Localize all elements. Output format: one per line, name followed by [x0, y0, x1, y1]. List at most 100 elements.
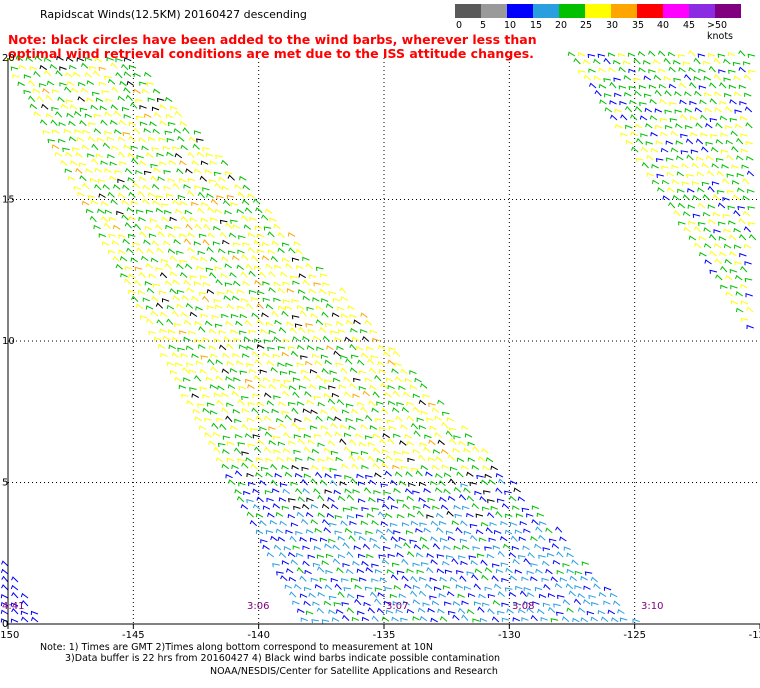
- wind-barb: [178, 384, 187, 390]
- wind-barb: [183, 279, 191, 286]
- wind-barb: [654, 89, 662, 97]
- wind-barb: [195, 306, 203, 311]
- wind-barb: [262, 242, 270, 247]
- wind-barb: [476, 474, 484, 480]
- wind-barb: [95, 97, 104, 102]
- wind-barb: [633, 77, 641, 83]
- wind-barb: [404, 583, 412, 589]
- wind-barb: [319, 326, 327, 333]
- wind-barb: [689, 116, 698, 121]
- wind-barb: [277, 536, 286, 542]
- wind-barb: [341, 409, 350, 414]
- wind-barb: [248, 481, 256, 487]
- wind-barb: [241, 423, 249, 431]
- wind-barb: [348, 425, 356, 430]
- wind-barb: [281, 505, 290, 510]
- wind-barb: [208, 345, 217, 351]
- wind-barb: [307, 554, 316, 559]
- wind-barb: [350, 327, 358, 333]
- wind-barb: [619, 100, 627, 106]
- wind-barb: [188, 136, 197, 143]
- wind-barb: [340, 296, 349, 302]
- wind-barb: [92, 70, 100, 77]
- wind-barb: [590, 616, 599, 622]
- lat-tick-label: 0: [2, 619, 8, 630]
- wind-barb: [334, 530, 342, 535]
- wind-barb: [105, 98, 113, 103]
- wind-barb: [222, 448, 230, 455]
- wind-barb: [82, 182, 90, 190]
- wind-barb: [71, 87, 79, 93]
- wind-barb: [384, 470, 392, 477]
- wind-barb: [523, 587, 531, 592]
- wind-barb: [197, 403, 205, 408]
- wind-barb: [481, 447, 489, 454]
- wind-barb: [212, 431, 221, 437]
- wind-barb: [189, 311, 198, 317]
- wind-barb: [261, 255, 270, 261]
- wind-barb: [207, 402, 215, 407]
- wind-barb: [59, 82, 67, 87]
- wind-barb: [398, 385, 406, 390]
- wind-barb: [288, 576, 297, 582]
- wind-barb: [393, 584, 402, 590]
- wind-barb: [709, 269, 718, 274]
- wind-barb: [29, 66, 38, 71]
- wind-barb: [511, 545, 520, 551]
- wind-barb: [174, 376, 182, 382]
- wind-barb: [120, 273, 128, 278]
- wind-barb: [733, 244, 742, 249]
- wind-barb: [420, 383, 428, 389]
- wind-barb: [733, 210, 741, 217]
- wind-barb: [241, 395, 249, 401]
- wind-barb: [252, 393, 260, 398]
- wind-barb: [171, 352, 179, 359]
- wind-barb: [453, 504, 461, 510]
- wind-barb: [707, 185, 715, 193]
- wind-barb: [361, 464, 369, 470]
- wind-barb: [404, 488, 413, 494]
- wind-barb: [477, 606, 485, 613]
- wind-barb: [348, 535, 356, 542]
- wind-barb: [369, 537, 377, 542]
- wind-barb: [583, 585, 591, 590]
- wind-barb: [519, 590, 527, 597]
- wind-barb: [334, 431, 343, 437]
- wind-barb: [181, 295, 190, 301]
- wind-barb: [124, 57, 132, 62]
- wind-barb: [657, 50, 666, 57]
- wind-barb: [256, 249, 265, 254]
- wind-barb: [615, 124, 623, 129]
- wind-barb: [340, 354, 348, 360]
- wind-barb: [180, 311, 189, 318]
- wind-barb: [204, 169, 213, 174]
- wind-barb: [679, 99, 687, 105]
- wind-barb: [268, 439, 276, 446]
- wind-barb: [119, 255, 128, 262]
- wind-barb: [467, 457, 476, 462]
- wind-barb: [747, 188, 755, 194]
- wind-barb: [603, 78, 611, 83]
- wind-barb: [418, 454, 426, 462]
- wind-barb: [519, 520, 528, 526]
- wind-barb: [234, 488, 242, 495]
- wind-barb: [458, 494, 467, 501]
- wind-barb: [324, 359, 332, 365]
- wind-barb: [479, 537, 487, 542]
- wind-barb: [264, 446, 272, 453]
- wind-barb: [702, 194, 710, 201]
- wind-barb: [466, 608, 475, 615]
- wind-barb: [297, 608, 305, 613]
- wind-barb: [146, 152, 154, 158]
- wind-barb: [376, 457, 384, 463]
- wind-barb: [360, 450, 369, 456]
- wind-barb: [159, 161, 167, 166]
- wind-barb: [133, 88, 141, 94]
- wind-barb: [356, 417, 364, 423]
- scale-label: 5: [480, 20, 487, 31]
- wind-barb: [234, 184, 242, 190]
- wind-barb: [662, 195, 670, 201]
- scale-swatch: [689, 4, 715, 18]
- wind-barb: [725, 139, 734, 145]
- wind-barb: [461, 614, 469, 621]
